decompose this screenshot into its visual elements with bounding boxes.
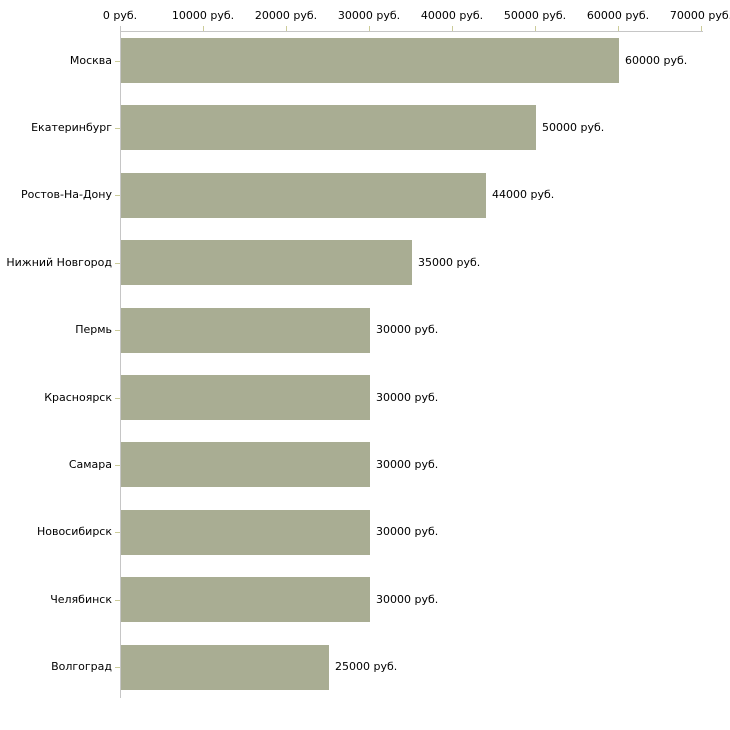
x-axis-tick-mark	[452, 26, 453, 31]
value-label: 30000 руб.	[376, 457, 439, 471]
value-label: 25000 руб.	[335, 660, 398, 674]
category-label: Самара	[68, 457, 112, 471]
x-axis-tick-mark	[618, 26, 619, 31]
x-axis-tick-label: 10000 руб.	[171, 9, 235, 22]
bar	[121, 644, 329, 690]
bar	[121, 577, 370, 623]
value-label: 30000 руб.	[376, 323, 439, 337]
x-axis-tick-label: 50000 руб.	[503, 9, 567, 22]
y-axis-tick-mark	[115, 128, 120, 129]
y-axis-tick-mark	[115, 667, 120, 668]
category-label: Челябинск	[50, 592, 112, 606]
value-label: 44000 руб.	[492, 188, 555, 202]
bar	[121, 442, 370, 488]
y-axis-line	[120, 26, 121, 698]
category-label: Волгоград	[51, 660, 112, 674]
value-label: 30000 руб.	[376, 592, 439, 606]
bar	[121, 509, 370, 555]
x-axis-tick-label: 70000 руб.	[669, 9, 730, 22]
x-axis-tick-mark	[286, 26, 287, 31]
category-label: Пермь	[75, 323, 112, 337]
bar	[121, 172, 486, 218]
y-axis-tick-mark	[115, 330, 120, 331]
category-label: Нижний Новгород	[6, 255, 112, 269]
category-label: Новосибирск	[36, 525, 112, 539]
x-axis-tick-label: 40000 руб.	[420, 9, 484, 22]
bar	[121, 38, 619, 83]
x-axis-tick-mark	[535, 26, 536, 31]
bar	[121, 307, 370, 353]
value-label: 30000 руб.	[376, 390, 439, 404]
y-axis-tick-mark	[115, 61, 120, 62]
category-label: Екатеринбург	[31, 120, 112, 134]
category-label: Красноярск	[44, 390, 112, 404]
y-axis-tick-mark	[115, 465, 120, 466]
y-axis-tick-mark	[115, 263, 120, 264]
x-axis-line	[120, 31, 703, 32]
x-axis-tick-label: 0 руб.	[102, 9, 138, 22]
bar	[121, 105, 536, 151]
x-axis-tick-label: 30000 руб.	[337, 9, 401, 22]
x-axis-tick-label: 60000 руб.	[586, 9, 650, 22]
x-axis-tick-mark	[369, 26, 370, 31]
category-label: Ростов-На-Дону	[20, 188, 112, 202]
y-axis-tick-mark	[115, 600, 120, 601]
y-axis-tick-mark	[115, 195, 120, 196]
x-axis-tick-mark	[203, 26, 204, 31]
value-label: 35000 руб.	[418, 255, 481, 269]
y-axis-tick-mark	[115, 398, 120, 399]
bar	[121, 240, 412, 286]
category-label: Москва	[69, 53, 112, 67]
value-label: 30000 руб.	[376, 525, 439, 539]
bar	[121, 375, 370, 420]
x-axis-tick-label: 20000 руб.	[254, 9, 318, 22]
x-axis-tick-mark	[701, 26, 702, 31]
value-label: 50000 руб.	[542, 120, 605, 134]
y-axis-tick-mark	[115, 532, 120, 533]
value-label: 60000 руб.	[625, 53, 688, 67]
